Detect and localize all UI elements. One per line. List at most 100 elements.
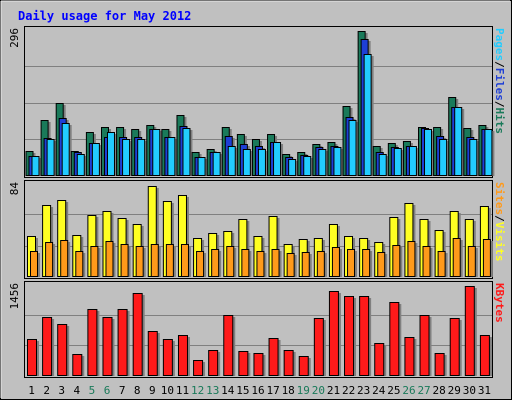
bar-sites — [45, 242, 56, 277]
bar-kbytes — [389, 302, 400, 376]
bar-kbytes — [298, 356, 309, 376]
day-label: 11 — [176, 384, 189, 397]
day-label: 15 — [236, 384, 249, 397]
bar-pages — [348, 120, 357, 176]
bar-kbytes — [464, 286, 477, 376]
bar-pages — [197, 157, 206, 176]
bar-pages — [454, 107, 465, 176]
bar-kbytes — [42, 317, 55, 376]
bar-pages — [242, 149, 251, 176]
bar-kbytes — [72, 354, 85, 376]
bar-pages — [167, 137, 176, 176]
bar-sites — [301, 252, 310, 277]
bar-sites — [301, 252, 312, 277]
bar-kbytes — [283, 350, 296, 376]
bar-pages — [31, 156, 40, 176]
bar-kbytes — [193, 360, 204, 376]
day-label: 17 — [266, 384, 279, 397]
bar-sites — [271, 249, 282, 277]
bar-kbytes — [464, 286, 475, 376]
bar-sites — [150, 244, 159, 277]
bar-sites — [316, 251, 325, 277]
bar-kbytes — [404, 337, 417, 376]
bar-kbytes — [57, 324, 70, 376]
bar-pages — [408, 146, 419, 176]
day-label: 5 — [89, 384, 96, 397]
bar-kbytes — [268, 338, 281, 376]
day-label: 16 — [251, 384, 264, 397]
bar-sites — [331, 247, 340, 277]
day-label: 23 — [357, 384, 370, 397]
legend-entry: / — [493, 61, 506, 68]
bar-pages — [378, 154, 389, 176]
bar-pages — [363, 54, 374, 176]
bar-sites — [241, 249, 250, 277]
bar-kbytes — [283, 350, 294, 376]
day-label: 28 — [433, 384, 446, 397]
bar-kbytes — [359, 296, 372, 376]
bar-sites — [120, 244, 129, 277]
bar-kbytes — [328, 291, 339, 376]
bar-sites — [196, 251, 205, 277]
bar-kbytes — [238, 351, 249, 376]
bar-pages — [106, 132, 115, 176]
day-label: 31 — [478, 384, 491, 397]
bar-kbytes — [268, 338, 279, 376]
bar-kbytes — [253, 353, 264, 376]
bar-sites — [422, 246, 431, 277]
bar-pages — [227, 146, 238, 176]
day-label: 21 — [327, 384, 340, 397]
bar-sites — [286, 253, 297, 277]
legend-entry: Files — [493, 68, 506, 101]
legend-top: Pages/Files/Hits — [493, 28, 506, 134]
bar-sites — [45, 242, 54, 277]
bar-kbytes — [132, 293, 143, 376]
bar-sites — [120, 244, 131, 277]
day-label: 30 — [463, 384, 476, 397]
legend-entry: Hits — [493, 108, 506, 135]
legend-entry: Sites — [493, 182, 506, 215]
bar-sites — [150, 244, 161, 277]
bar-sites — [165, 244, 176, 277]
day-label: 7 — [119, 384, 126, 397]
bar-sites — [286, 253, 295, 277]
bar-kbytes — [177, 335, 190, 376]
bar-pages — [257, 149, 266, 176]
bar-kbytes — [102, 317, 115, 376]
bar-pages — [152, 129, 161, 176]
legend-entry: Pages — [493, 28, 506, 61]
bar-pages — [167, 137, 178, 176]
bar-sites — [347, 249, 356, 277]
day-label: 2 — [43, 384, 50, 397]
legend-bottom: KBytes — [493, 283, 506, 323]
bar-kbytes — [344, 296, 355, 376]
day-label: 27 — [417, 384, 430, 397]
bar-kbytes — [208, 350, 219, 376]
bar-kbytes — [132, 293, 145, 376]
bar-sites — [392, 245, 401, 277]
bar-sites — [467, 246, 478, 277]
bar-pages — [76, 154, 85, 176]
bar-pages — [182, 128, 193, 176]
bar-pages — [333, 147, 344, 176]
bar-pages — [288, 159, 297, 176]
bar-sites — [226, 246, 235, 277]
bar-kbytes — [147, 331, 158, 376]
bar-sites — [165, 244, 174, 277]
day-label: 22 — [342, 384, 355, 397]
bar-pages — [454, 107, 463, 176]
bar-kbytes — [479, 335, 490, 376]
bar-pages — [333, 147, 342, 176]
bar-pages — [424, 129, 435, 176]
bar-sites — [392, 245, 403, 277]
panel-top: 296 Pages/Files/Hits — [8, 26, 506, 178]
bar-sites — [482, 239, 491, 277]
bar-pages — [227, 146, 236, 176]
bar-sites — [331, 247, 342, 277]
bar-kbytes — [359, 296, 370, 376]
bar-kbytes — [42, 317, 53, 376]
bar-pages — [378, 154, 387, 176]
bar-sites — [180, 244, 189, 277]
bar-sites — [241, 249, 252, 277]
bar-pages — [122, 139, 131, 176]
